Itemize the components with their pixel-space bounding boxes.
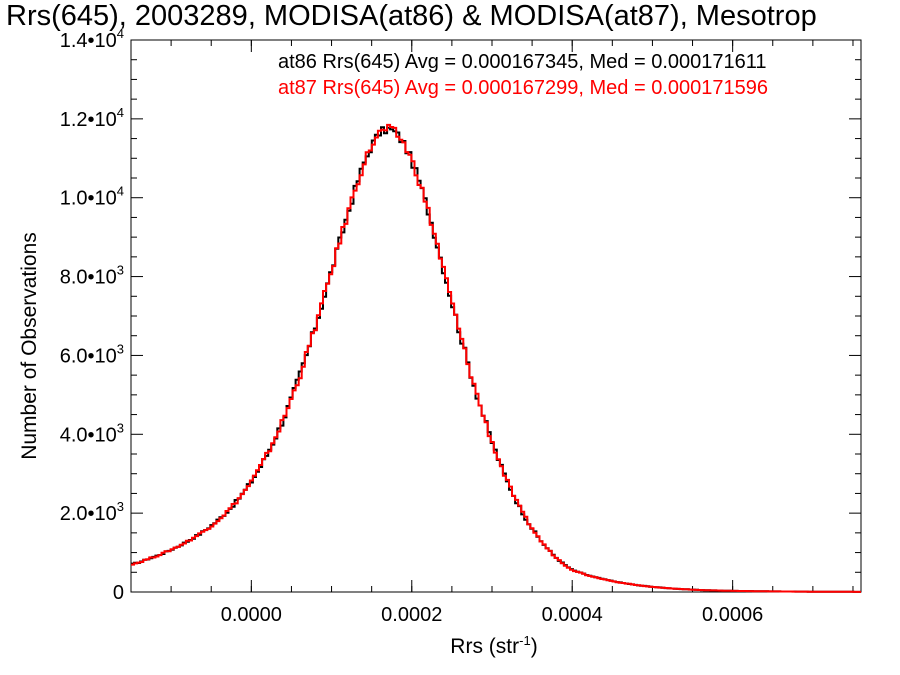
y-tick-label: 1.0•104 (60, 184, 124, 210)
y-tick-label: 2.0•103 (60, 499, 124, 525)
y-axis-label: Number of Observations (18, 232, 41, 460)
y-tick-label: 0 (113, 582, 124, 604)
plot-axes (130, 39, 862, 593)
x-tick-label: 0.0000 (221, 604, 282, 626)
x-tick-label: 0.0004 (542, 604, 603, 626)
series-at86-stats: at86 Rrs(645) Avg = 0.000167345, Med = 0… (278, 51, 767, 73)
x-tick-label: 0.0002 (381, 604, 442, 626)
series-line-at86 (131, 126, 861, 593)
x-axis-label-text: Rrs (str (450, 635, 520, 658)
y-tick-label: 8.0•103 (60, 263, 124, 289)
series-at87-stats: at87 Rrs(645) Avg = 0.000167299, Med = 0… (278, 77, 769, 99)
series-layer (131, 123, 861, 593)
y-tick-label: 1.4•104 (60, 26, 124, 52)
x-axis-label: Rrs (str-1) (450, 633, 537, 659)
x-axis-label-exponent: -1 (519, 633, 531, 648)
y-tick-label: 6.0•103 (60, 341, 124, 367)
chart-title: Rrs(645), 2003289, MODISA(at86) & MODISA… (6, 0, 817, 32)
x-axis-label-close: ) (530, 635, 538, 658)
series-line-at87 (131, 123, 861, 593)
x-tick-label: 0.0006 (702, 604, 763, 626)
y-tick-label: 4.0•103 (60, 420, 124, 446)
axis-ticks: 0 2.0•103 4.0•103 6.0•103 8.0•103 1.0•104 1.2•… (60, 26, 861, 626)
y-tick-label: 1.2•104 (60, 105, 124, 131)
plot-frame (130, 39, 862, 593)
